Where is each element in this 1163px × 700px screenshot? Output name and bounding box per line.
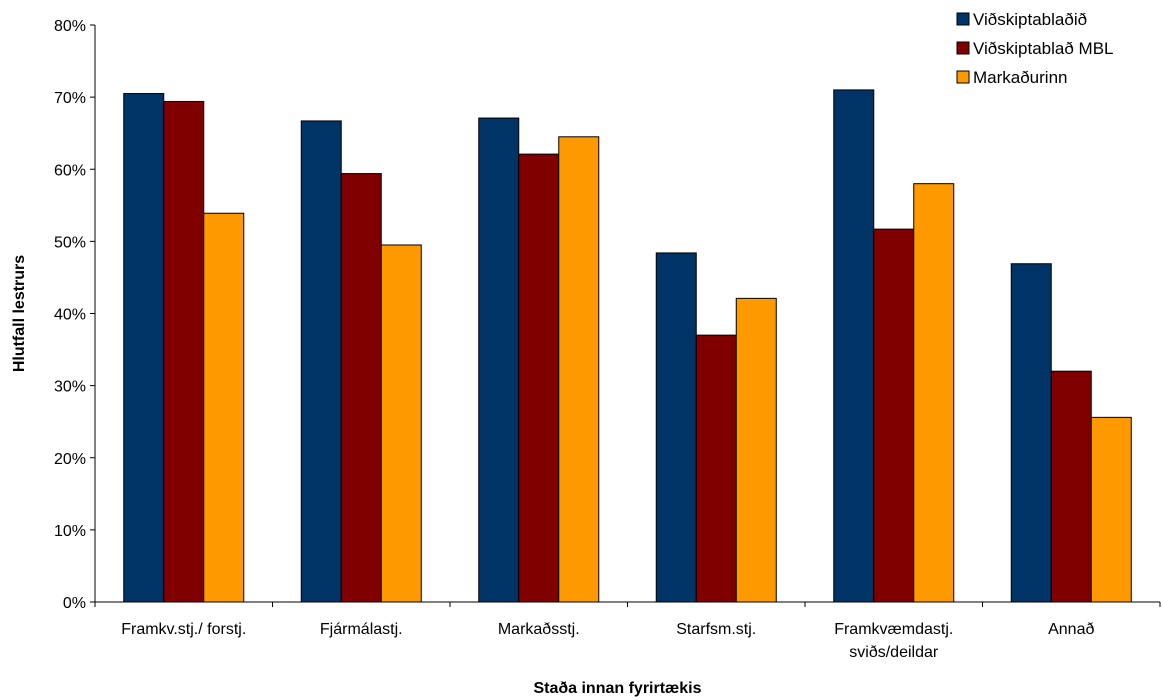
legend-label: Markaðurinn — [973, 68, 1068, 87]
x-tick-label: Framkvæmdastj. sviðs/deildar — [834, 621, 953, 661]
bar-2-6 — [1050, 370, 1092, 603]
bar-3-2 — [380, 244, 422, 603]
bar-2-2 — [340, 173, 382, 603]
y-ticks: 0% 10% 20% 30% 40% 50% 60% 70% 80% — [54, 18, 95, 612]
x-tick-label: Markaðsstj. — [498, 621, 580, 638]
y-tick-label: 70% — [54, 90, 86, 107]
bar-3-4 — [735, 297, 777, 603]
y-tick-label: 0% — [63, 595, 86, 612]
legend-label: Viðskiptablaðið — [973, 10, 1087, 29]
y-tick-label: 40% — [54, 307, 86, 324]
legend-swatch — [956, 12, 970, 26]
bar-1-3 — [478, 117, 520, 603]
x-tick-label: Framkv.stj./ forstj. — [121, 621, 246, 638]
y-tick-label: 50% — [54, 234, 86, 251]
bar-1-6 — [1010, 263, 1052, 603]
bar-1-2 — [300, 120, 342, 603]
bar-3-6 — [1090, 416, 1132, 603]
bar-1-5 — [833, 89, 875, 603]
bar-2-1 — [163, 100, 205, 603]
x-tick-label: Annað — [1048, 621, 1094, 638]
y-tick-label: 10% — [54, 523, 86, 540]
x-tick-label: Starfsm.stj. — [676, 621, 756, 638]
bar-1-1 — [123, 93, 165, 603]
x-tick-label: Fjármálastj. — [320, 621, 403, 638]
y-tick-label: 20% — [54, 451, 86, 468]
legend-label: Viðskiptablað MBL — [973, 39, 1114, 58]
bar-3-3 — [558, 136, 600, 603]
bar-3-1 — [203, 212, 245, 603]
y-tick-label: 30% — [54, 379, 86, 396]
bar-2-5 — [873, 228, 915, 603]
axes-layer — [94, 25, 1160, 603]
bar-2-3 — [518, 153, 560, 603]
y-tick-label: 80% — [54, 18, 86, 35]
bars-layer — [123, 89, 1132, 603]
legend-swatch — [956, 41, 970, 55]
legend: Viðskiptablaðið Viðskiptablað MBL Markaður… — [956, 10, 1114, 87]
x-axis-title: Staða innan fyrirtækis — [533, 680, 701, 697]
y-axis-title: Hlutfall lestrurs — [11, 255, 28, 372]
bar-3-5 — [913, 183, 955, 603]
y-tick-label: 60% — [54, 162, 86, 179]
bar-1-4 — [655, 252, 697, 603]
bar-2-4 — [695, 334, 737, 603]
x-ticks: Framkv.stj./ forstj. Fjármálastj. Markaðss… — [94, 602, 1161, 661]
legend-swatch — [956, 70, 970, 84]
